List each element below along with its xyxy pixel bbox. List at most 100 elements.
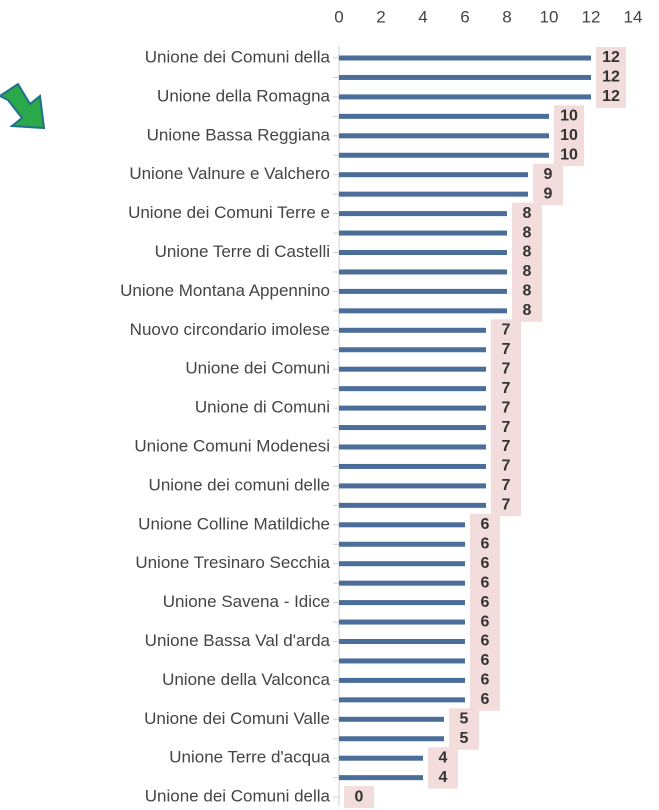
bar [339, 405, 486, 411]
bar [339, 619, 465, 625]
bar [339, 113, 549, 119]
value-label: 5 [460, 711, 469, 728]
value-label: 6 [481, 691, 490, 708]
x-tick-label: 8 [502, 7, 511, 26]
bar [339, 677, 465, 683]
value-label-box [554, 124, 584, 147]
value-label-box [512, 202, 542, 225]
value-label-box [491, 416, 521, 439]
bar [339, 347, 486, 353]
bar [339, 191, 528, 197]
x-tick-label: 0 [334, 7, 343, 26]
value-label: 6 [481, 672, 490, 689]
bar [339, 463, 486, 469]
value-label: 6 [481, 613, 490, 630]
value-label: 7 [502, 360, 511, 377]
value-label: 12 [602, 49, 620, 66]
y-tick-label: Unione Bassa Val d'arda [145, 631, 331, 650]
x-tick-label: 14 [624, 7, 643, 26]
bar [339, 541, 465, 547]
y-tick-label: Unione Bassa Reggiana [147, 125, 331, 144]
y-tick-label: Unione dei Comuni Valle [144, 709, 330, 728]
bar [339, 308, 507, 314]
value-label: 7 [502, 341, 511, 358]
value-label: 6 [481, 574, 490, 591]
bar [339, 755, 423, 761]
bar [339, 561, 465, 567]
y-tick-label: Unione della Valconca [162, 670, 330, 689]
value-label: 8 [523, 205, 532, 222]
x-tick-label: 6 [460, 7, 469, 26]
value-label-box [470, 552, 500, 575]
value-label-box [470, 533, 500, 556]
bar [339, 736, 444, 742]
y-tick-label: Unione dei Comuni della [145, 47, 331, 66]
value-label: 7 [502, 458, 511, 475]
y-tick-label: Unione Terre di Castelli [155, 242, 330, 261]
y-tick-label: Unione dei Comuni [185, 359, 330, 378]
value-label-box [470, 688, 500, 711]
y-tick-label: Unione dei Comuni Terre e [128, 203, 330, 222]
bar [339, 74, 591, 80]
bar [339, 658, 465, 664]
y-tick-label: Unione Savena - Idice [163, 592, 330, 611]
value-label-box [491, 436, 521, 458]
value-label-box [470, 669, 500, 692]
value-label: 7 [502, 419, 511, 436]
value-label: 8 [523, 244, 532, 261]
bar [339, 386, 486, 392]
value-label: 4 [439, 749, 448, 766]
value-label: 6 [481, 633, 490, 650]
value-label-box [491, 377, 521, 400]
y-tick-label: Unione di Comuni [195, 398, 330, 417]
bar [339, 230, 507, 236]
value-label-box [554, 144, 584, 167]
value-label-box [512, 299, 542, 322]
value-label: 12 [602, 69, 620, 86]
value-label-box [449, 727, 479, 750]
value-label-box [491, 338, 521, 361]
value-label-box [491, 494, 521, 517]
value-label-box [491, 319, 521, 342]
bar [339, 288, 507, 294]
value-label: 9 [544, 185, 553, 202]
bar [339, 55, 591, 61]
value-label: 7 [502, 399, 511, 416]
bar [339, 94, 591, 100]
y-tick-label: Unione dei comuni delle [149, 475, 330, 494]
value-label-box [344, 786, 374, 809]
x-tick-label: 10 [540, 7, 559, 26]
value-label-box [491, 358, 521, 381]
value-label: 7 [502, 380, 511, 397]
y-tick-label: Unione Colline Matildiche [138, 514, 330, 533]
y-tick-label: Unione Tresinaro Secchia [135, 553, 330, 572]
value-label-box [428, 747, 458, 770]
value-label: 7 [502, 497, 511, 514]
bar [339, 639, 465, 644]
bar [339, 522, 465, 528]
value-label-box [449, 708, 479, 731]
value-label-box [428, 766, 458, 789]
bar [339, 502, 486, 508]
bar [339, 483, 486, 489]
value-label-box [533, 183, 563, 206]
y-tick-label: Unione Comuni Modenesi [134, 436, 330, 455]
bar [339, 133, 549, 139]
bar [339, 716, 444, 722]
bar [339, 600, 465, 606]
value-label: 6 [481, 652, 490, 669]
value-label-box [512, 260, 542, 283]
value-label: 6 [481, 594, 490, 611]
value-label: 12 [602, 88, 620, 105]
value-label: 6 [481, 516, 490, 533]
value-label: 8 [523, 263, 532, 280]
bar [339, 327, 486, 333]
y-tick-label: Unione Terre d'acqua [169, 748, 330, 767]
value-label-box [470, 630, 500, 653]
value-label: 0 [355, 788, 364, 805]
value-label: 10 [560, 108, 578, 125]
value-label-box [512, 241, 542, 264]
x-tick-label: 12 [582, 7, 601, 26]
value-label-box [470, 649, 500, 672]
